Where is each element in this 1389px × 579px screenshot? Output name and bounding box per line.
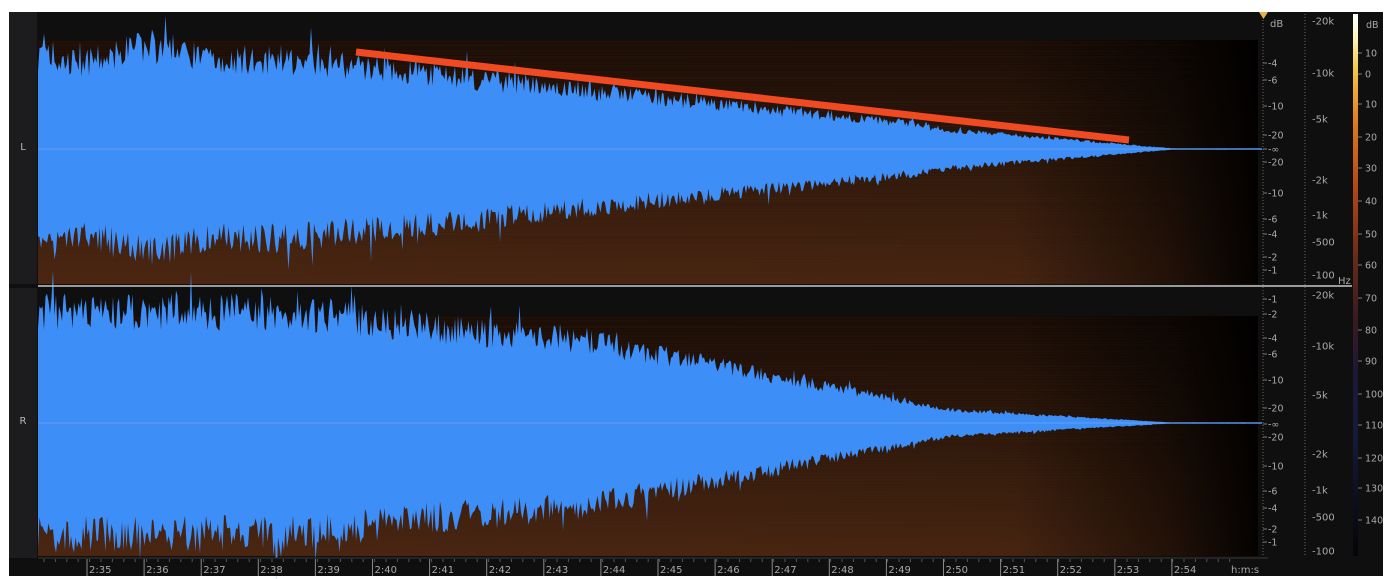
- db-tick-left: -6: [1268, 76, 1277, 87]
- timeline-label: 2:45: [660, 565, 682, 576]
- freq-tick-left: -500: [1312, 238, 1335, 249]
- color-scale-tick: 70: [1365, 294, 1377, 305]
- freq-tick-right: -1k: [1312, 486, 1328, 497]
- timeline-label: 2:42: [489, 565, 511, 576]
- frequency-scale: -20k-10k-5k-2k-1k-500-100 Hz-20k-10k-5k-2…: [1312, 17, 1351, 558]
- db-tick-right: -4: [1268, 504, 1277, 515]
- color-scale-tick: 80: [1365, 326, 1377, 337]
- freq-tick-left: -10k: [1312, 69, 1334, 80]
- color-scale-tick: 20: [1365, 133, 1377, 144]
- db-tick-right: -2: [1268, 310, 1277, 321]
- channel-label-left[interactable]: L: [9, 12, 37, 284]
- color-scale-tick: 130: [1365, 484, 1383, 495]
- db-tick-left: -2: [1268, 253, 1277, 264]
- timeline-label: 2:49: [888, 565, 910, 576]
- color-scale-tick: 100: [1365, 390, 1383, 401]
- timeline-label: 2:36: [146, 565, 168, 576]
- timeline-label: 2:53: [1117, 565, 1139, 576]
- color-scale-tick: 60: [1365, 261, 1377, 272]
- timeline-label: 2:40: [375, 565, 397, 576]
- db-tick-right: -6: [1268, 487, 1277, 498]
- timeline-label: 2:38: [260, 565, 282, 576]
- db-tick-right: -1: [1268, 538, 1277, 549]
- db-scale: dB -4 -6 -10 -20 -∞ -20 -10 -6 -4 -2 -1 -1 -2 -4 -6 -10 -…: [1263, 19, 1284, 549]
- color-scale-tick: 120: [1365, 454, 1383, 465]
- timeline-label: 2:47: [774, 565, 796, 576]
- db-tick-right: -20: [1268, 404, 1284, 415]
- timeline-label: 2:39: [317, 565, 339, 576]
- color-scale-tick: 10: [1365, 49, 1377, 60]
- channel-left-text: L: [20, 142, 26, 153]
- db-tick-right: -10: [1268, 376, 1284, 387]
- db-tick-right: -20: [1268, 433, 1284, 444]
- timeline-label: 2:54: [1174, 565, 1196, 576]
- waveform-left[interactable]: [38, 15, 1262, 271]
- db-tick-left: -20: [1268, 131, 1284, 142]
- db-tick-left: -∞: [1268, 145, 1279, 156]
- timeline-bar[interactable]: [38, 558, 1268, 576]
- timeline-label: 2:51: [1003, 565, 1025, 576]
- color-scale-tick: 30: [1365, 164, 1377, 175]
- db-tick-left: -4: [1268, 230, 1277, 241]
- channel-right-text: R: [19, 416, 27, 427]
- timeline: 2:35 2:36 2:37 2:38 2:39 2:40 2:41 2:42 2:43 2:44…: [38, 557, 1268, 576]
- freq-tick-right: -5k: [1312, 391, 1328, 402]
- db-tick-left: -1: [1268, 266, 1277, 277]
- timeline-label: 2:48: [831, 565, 853, 576]
- color-scale-tick: 50: [1365, 230, 1377, 241]
- channel-label-right[interactable]: R: [9, 288, 37, 558]
- db-tick-right: -4: [1268, 334, 1277, 345]
- db-unit-label: dB: [1270, 19, 1283, 30]
- db-tick-right: -∞: [1268, 420, 1279, 431]
- freq-tick-left: -2k: [1312, 176, 1328, 187]
- color-scale-tick: 0: [1365, 70, 1371, 81]
- freq-tick-left: -1k: [1312, 211, 1328, 222]
- db-tick-right: -6: [1268, 350, 1277, 361]
- freq-tick-left: -5k: [1312, 115, 1328, 126]
- db-tick-left: -10: [1268, 189, 1284, 200]
- freq-tick-left: -20k: [1312, 17, 1334, 28]
- timeline-label: 2:43: [546, 565, 568, 576]
- freq-tick-right: -2k: [1312, 450, 1328, 461]
- freq-tick-right: -10k: [1312, 342, 1334, 353]
- color-scale-unit: dB: [1366, 20, 1379, 31]
- timeline-label: 2:44: [603, 565, 625, 576]
- db-tick-right: -10: [1268, 462, 1284, 473]
- color-scale-tick: 90: [1365, 357, 1377, 368]
- timeline-label: 2:50: [946, 565, 968, 576]
- timeline-label: 2:41: [432, 565, 454, 576]
- playhead-marker[interactable]: [1259, 12, 1268, 19]
- timeline-label: 2:35: [89, 565, 111, 576]
- color-scale-tick: 40: [1365, 197, 1377, 208]
- freq-unit-label: Hz: [1338, 276, 1351, 287]
- db-tick-left: -20: [1268, 158, 1284, 169]
- freq-tick-right: -500: [1312, 513, 1335, 524]
- decay-annotation-line: [355, 48, 1130, 144]
- timeline-label: 2:52: [1060, 565, 1082, 576]
- color-scale-bar: [1353, 14, 1358, 556]
- color-scale-tick: 110: [1365, 421, 1383, 432]
- timeline-unit: h:m:s: [1231, 565, 1259, 576]
- db-tick-right: -1: [1268, 295, 1277, 306]
- color-scale-tick: 10: [1365, 100, 1377, 111]
- timeline-label: 2:46: [717, 565, 739, 576]
- freq-tick-right: -20k: [1312, 291, 1334, 302]
- color-scale-tick: 140: [1365, 516, 1383, 527]
- db-tick-right: -2: [1268, 525, 1277, 536]
- freq-tick-left: -100: [1312, 271, 1335, 282]
- db-tick-left: -10: [1268, 102, 1284, 113]
- timeline-label: 2:37: [203, 565, 225, 576]
- db-tick-left: -4: [1268, 59, 1277, 70]
- db-tick-left: -6: [1268, 215, 1277, 226]
- waveform-right[interactable]: [38, 270, 1262, 579]
- freq-tick-right: -100: [1312, 547, 1335, 558]
